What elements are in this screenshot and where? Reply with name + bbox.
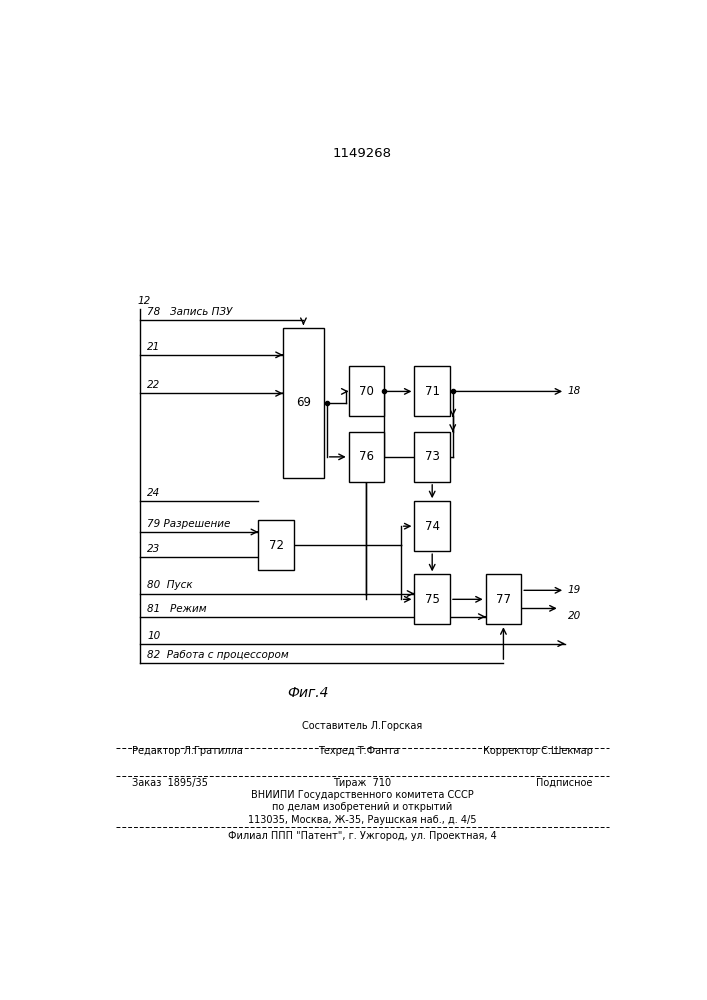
Text: Редактор Л.Гратилла: Редактор Л.Гратилла [132, 746, 243, 756]
Text: ВНИИПИ Государственного комитета СССР: ВНИИПИ Государственного комитета СССР [251, 790, 474, 800]
Bar [414, 501, 450, 551]
Text: 76: 76 [359, 450, 374, 463]
Text: 24: 24 [147, 488, 160, 498]
Bar [414, 574, 450, 624]
Bar [349, 366, 385, 416]
Text: Составитель Л.Горская: Составитель Л.Горская [302, 721, 423, 731]
Text: 70: 70 [359, 385, 374, 398]
Text: 22: 22 [147, 380, 160, 390]
Text: 19: 19 [568, 585, 581, 595]
Text: 18: 18 [568, 386, 581, 396]
Text: Филиал ППП "Патент", г. Ужгород, ул. Проектная, 4: Филиал ППП "Патент", г. Ужгород, ул. Про… [228, 831, 497, 841]
Text: 71: 71 [425, 385, 440, 398]
Text: Тираж  710: Тираж 710 [333, 778, 392, 788]
Bar [414, 366, 450, 416]
Text: Заказ  1895/35: Заказ 1895/35 [132, 778, 208, 788]
Text: Фиг.4: Фиг.4 [287, 686, 328, 700]
Text: 81   Режим: 81 Режим [147, 604, 206, 614]
Text: 73: 73 [425, 450, 440, 463]
Text: 82  Работа с процессором: 82 Работа с процессором [147, 650, 288, 660]
Bar [258, 520, 294, 570]
Text: по делам изобретений и открытий: по делам изобретений и открытий [272, 802, 452, 812]
Text: 77: 77 [496, 593, 511, 606]
Text: Подписное: Подписное [536, 778, 592, 788]
Text: 10: 10 [147, 631, 160, 641]
Text: 113035, Москва, Ж-35, Раушская наб., д. 4/5: 113035, Москва, Ж-35, Раушская наб., д. … [248, 815, 477, 825]
Bar [349, 432, 385, 482]
Text: 78   Запись ПЗУ: 78 Запись ПЗУ [147, 307, 233, 317]
Text: 12: 12 [138, 296, 151, 306]
Text: 80  Пуск: 80 Пуск [147, 580, 192, 590]
Bar [414, 432, 450, 482]
Text: 75: 75 [425, 593, 440, 606]
Text: 79 Разрешение: 79 Разрешение [147, 519, 230, 529]
Text: 69: 69 [296, 396, 311, 409]
Text: 72: 72 [269, 539, 284, 552]
Text: Корректор С.Шекмар: Корректор С.Шекмар [483, 746, 592, 756]
Text: Техред Т.Фанта: Техред Т.Фанта [319, 746, 399, 756]
Text: 1149268: 1149268 [333, 147, 392, 160]
Bar [283, 328, 324, 478]
Text: 20: 20 [568, 611, 581, 621]
Text: 21: 21 [147, 342, 160, 352]
Bar [486, 574, 521, 624]
Text: 23: 23 [147, 544, 160, 554]
Text: 74: 74 [425, 520, 440, 533]
